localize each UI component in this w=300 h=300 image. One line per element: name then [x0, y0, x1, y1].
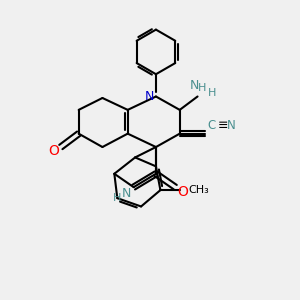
Text: H: H: [208, 88, 216, 98]
Text: C: C: [207, 119, 215, 132]
Text: H: H: [198, 83, 206, 94]
Text: N: N: [227, 119, 236, 132]
Text: ≡: ≡: [218, 119, 228, 132]
Text: N: N: [122, 187, 131, 200]
Text: H: H: [113, 194, 122, 203]
Text: O: O: [177, 184, 188, 199]
Text: CH₃: CH₃: [189, 185, 209, 195]
Text: N: N: [145, 90, 154, 103]
Text: N: N: [190, 79, 200, 92]
Text: O: O: [48, 145, 59, 158]
